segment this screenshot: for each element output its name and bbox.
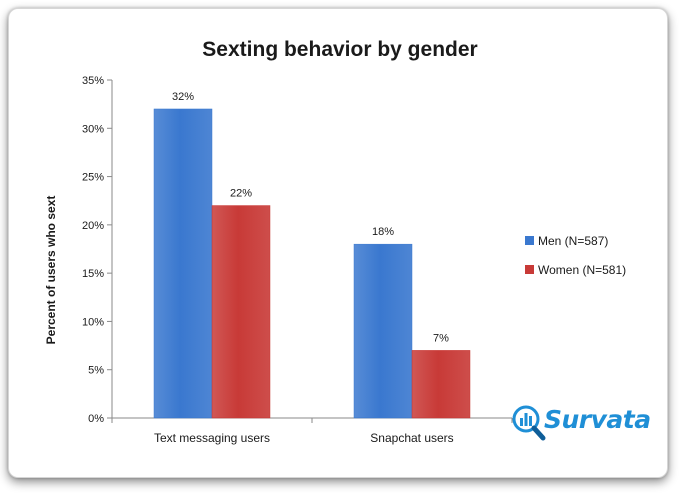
bars <box>153 108 471 419</box>
chart-title: Sexting behavior by gender <box>202 38 478 61</box>
bar-data-label: 22% <box>230 188 252 200</box>
bar-women-1 <box>411 350 471 419</box>
y-tick-label: 20% <box>82 220 104 232</box>
bar-men-1 <box>353 243 413 419</box>
bar-data-label: 32% <box>172 91 194 103</box>
y-tick-label: 10% <box>82 316 104 328</box>
bar-data-label: 7% <box>433 332 449 344</box>
y-tick-label: 0% <box>88 413 104 425</box>
legend-label: Men (N=587) <box>538 234 608 248</box>
chart-frame <box>8 8 668 478</box>
bar-men-0 <box>153 108 213 419</box>
legend-swatch <box>525 265 534 274</box>
bar-data-label: 18% <box>372 226 394 238</box>
logo-text: Survata <box>544 405 651 434</box>
survata-magnifier-icon <box>512 405 546 441</box>
legend-swatch <box>525 236 534 245</box>
y-tick-label: 5% <box>88 365 104 377</box>
y-tick-label: 30% <box>82 123 104 135</box>
y-axis-label-group: Percent of users who sext <box>44 196 58 345</box>
x-tick-label: Snapchat users <box>370 431 453 445</box>
legend: Men (N=587) Women (N=581) <box>525 234 626 277</box>
y-tick-label: 25% <box>82 172 104 184</box>
x-ticks: Text messaging users Snapchat users <box>111 418 513 445</box>
y-tick-label: 15% <box>82 268 104 280</box>
bar-labels: 32% 22% 18% 7% <box>172 91 449 344</box>
x-tick-label: Text messaging users <box>154 431 270 445</box>
y-axis-label: Percent of users who sext <box>44 196 58 345</box>
legend-label: Women (N=581) <box>538 263 626 277</box>
y-tick-label: 35% <box>82 75 104 87</box>
survata-logo: Survata <box>511 401 651 443</box>
bar-women-0 <box>211 205 271 419</box>
y-ticks: 0% 5% 10% 15% 20% 25% 30% 35% <box>82 75 112 425</box>
